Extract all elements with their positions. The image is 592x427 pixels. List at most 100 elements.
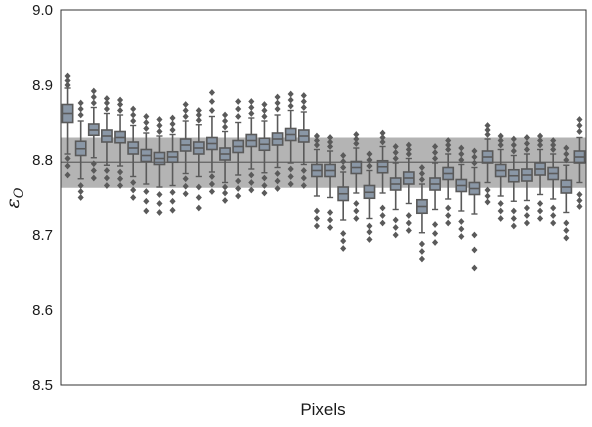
outlier-point — [235, 192, 242, 200]
outlier-point — [117, 175, 124, 183]
outlier-point — [510, 135, 517, 143]
outlier-point — [156, 128, 163, 135]
outlier-point — [510, 147, 517, 155]
outlier-point — [458, 225, 465, 233]
outlier-point — [261, 113, 268, 120]
outlier-point — [287, 96, 294, 104]
outlier-point — [143, 188, 150, 195]
outlier-point — [366, 162, 373, 170]
outlier-point — [432, 155, 439, 162]
outlier-point — [550, 137, 557, 144]
outlier-point — [484, 198, 491, 206]
outlier-point — [64, 162, 71, 170]
outlier-point — [379, 219, 386, 227]
y-tick-label: 9.0 — [32, 2, 53, 19]
outlier-point — [156, 116, 163, 123]
outlier-point — [235, 185, 242, 192]
outlier-point — [208, 180, 215, 188]
box-12 — [206, 89, 218, 195]
box-22 — [337, 152, 350, 252]
outlier-point — [261, 189, 268, 197]
y-axis-label-symbol: ε — [2, 198, 24, 208]
outlier-point — [563, 150, 570, 158]
outlier-point — [563, 219, 570, 227]
outlier-point — [77, 188, 84, 195]
outlier-point — [353, 140, 360, 147]
outlier-point — [340, 152, 347, 159]
outlier-point — [484, 126, 491, 134]
outlier-point — [77, 111, 84, 119]
box-9 — [166, 114, 179, 214]
outlier-point — [537, 132, 544, 140]
outlier-point — [287, 90, 294, 98]
outlier-point — [235, 113, 242, 120]
outlier-point — [130, 186, 137, 194]
outlier-point — [523, 146, 530, 153]
outlier-point — [510, 215, 517, 222]
outlier-point — [484, 131, 491, 138]
outlier-point — [392, 155, 399, 162]
outlier-point — [90, 174, 97, 182]
y-tick-label: 8.6 — [32, 302, 53, 319]
outlier-point — [327, 138, 334, 146]
outlier-point — [327, 134, 334, 141]
outlier-point — [484, 186, 491, 194]
box-20 — [311, 132, 323, 230]
outlier-point — [235, 177, 242, 185]
outlier-point — [169, 206, 176, 214]
outlier-point — [130, 111, 137, 119]
outlier-point — [261, 107, 268, 114]
outlier-point — [445, 204, 452, 212]
outlier-point — [537, 207, 544, 215]
outlier-point — [379, 134, 386, 141]
box-1 — [61, 72, 74, 179]
outlier-point — [130, 179, 137, 186]
outlier-point — [103, 182, 110, 189]
outlier-point — [300, 104, 307, 111]
outlier-point — [379, 204, 386, 212]
outlier-point — [537, 200, 544, 207]
outlier-point — [484, 192, 491, 200]
outlier-point — [64, 81, 71, 89]
outlier-point — [340, 237, 347, 245]
outlier-point — [222, 183, 229, 191]
y-tick-label: 8.8 — [32, 152, 53, 169]
outlier-point — [327, 216, 334, 224]
outlier-point — [208, 98, 215, 105]
outlier-point — [169, 114, 176, 122]
outlier-point — [261, 174, 268, 182]
box-18 — [284, 90, 297, 188]
outlier-point — [379, 212, 386, 219]
outlier-point — [392, 224, 399, 231]
outlier-point — [550, 212, 557, 219]
outlier-point — [418, 164, 425, 171]
outlier-point — [550, 146, 557, 153]
box-14 — [232, 98, 245, 200]
outlier-point — [458, 218, 465, 225]
outlier-point — [313, 141, 320, 149]
outlier-point — [392, 149, 399, 156]
outlier-point — [510, 141, 517, 149]
outlier-point — [169, 120, 176, 128]
outlier-point — [287, 173, 294, 180]
outlier-point — [77, 99, 84, 107]
box-15 — [245, 98, 258, 194]
outlier-point — [182, 190, 189, 198]
outlier-point — [248, 179, 255, 186]
outlier-point — [471, 159, 478, 167]
box-23 — [350, 131, 363, 222]
outlier-point — [300, 92, 307, 99]
outlier-point — [90, 87, 97, 95]
outlier-point — [418, 248, 425, 255]
outlier-point — [156, 200, 163, 207]
outlier-point — [405, 219, 412, 227]
outlier-point — [537, 215, 544, 222]
outlier-point — [497, 141, 504, 149]
outlier-point — [576, 197, 583, 204]
outlier-point — [182, 107, 189, 114]
outlier-point — [445, 219, 452, 227]
outlier-point — [563, 156, 570, 164]
outlier-point — [392, 231, 399, 239]
outlier-point — [77, 182, 84, 189]
